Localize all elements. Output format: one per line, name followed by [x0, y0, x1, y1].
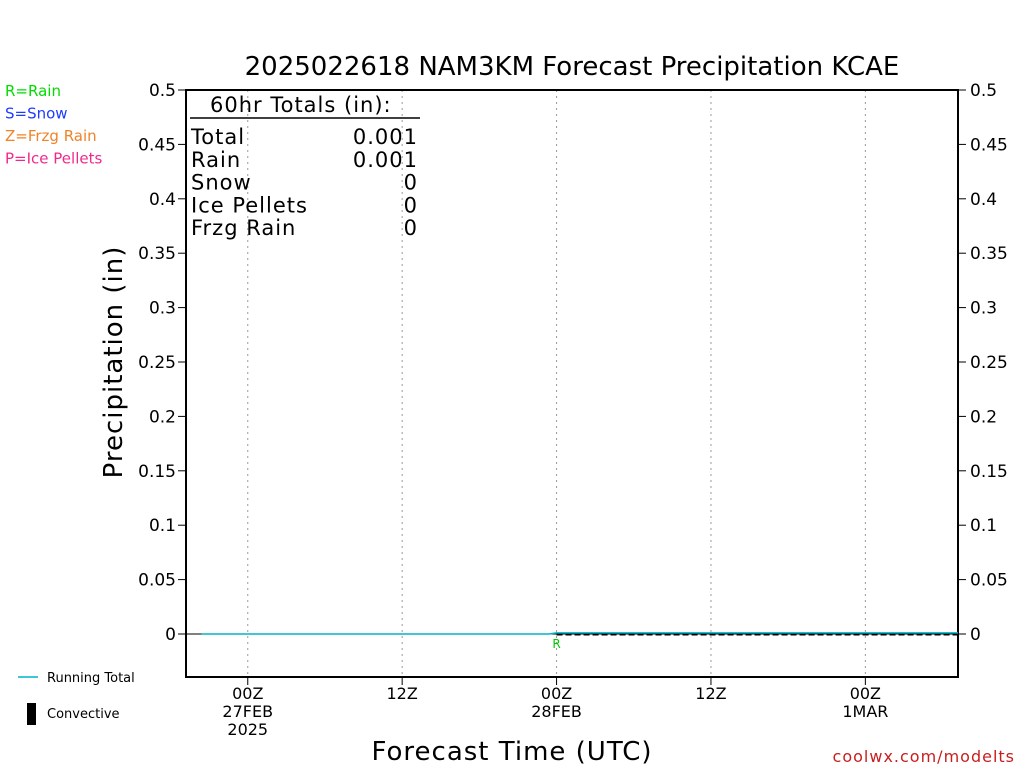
y-tick-label-left: 0.45: [138, 135, 176, 155]
y-tick-label-right: 0.45: [970, 135, 1008, 155]
totals-value: 0: [404, 193, 418, 217]
x-tick-label: 12Z: [386, 684, 417, 703]
x-tick-label: 28FEB: [531, 702, 582, 721]
y-axis-label: Precipitation (in): [99, 246, 129, 479]
totals-label: Ice Pellets: [191, 193, 308, 217]
y-tick-label-left: 0.05: [138, 571, 176, 591]
x-tick-label: 27FEB: [222, 702, 273, 721]
legend-label: Convective: [47, 707, 120, 722]
totals-label: Total: [190, 125, 245, 149]
y-tick-label-right: 0.2: [970, 407, 997, 427]
precip-type-legend-item: S=Snow: [5, 105, 68, 123]
y-tick-label-left: 0.1: [149, 516, 176, 536]
credit-text: coolwx.com/modelts: [833, 747, 1015, 766]
text-layer: 0 00.05 0.050.1 0.10.15 0.150.2 0.20.25 0.250.…: [5, 52, 1015, 767]
y-tick-label-right: 0.4: [970, 190, 997, 210]
y-tick-label-right: 0.35: [970, 244, 1008, 264]
totals-value: 0.001: [353, 148, 418, 172]
y-tick-label-right: 0.3: [970, 299, 997, 319]
legend-label: Running Total: [47, 671, 135, 686]
grid-lines: [247, 90, 866, 677]
totals-label: Snow: [191, 171, 252, 195]
axes: [178, 89, 966, 685]
y-tick-label-left: 0.3: [149, 299, 176, 319]
precip-type-legend-item: R=Rain: [5, 82, 61, 100]
y-tick-label-right: 0.5: [970, 81, 997, 101]
plot-frame: [185, 89, 959, 678]
series-layer: [201, 632, 958, 636]
legend-bar-swatch: [27, 703, 36, 725]
y-tick-label-left: 0.35: [138, 244, 176, 264]
x-tick-label: 00Z: [232, 684, 263, 703]
x-axis-label: Forecast Time (UTC): [371, 737, 652, 767]
totals-value: 0.001: [353, 125, 418, 149]
y-tick-label-right: 0: [970, 625, 981, 645]
x-tick-label: 12Z: [695, 684, 726, 703]
x-tick-label: 2025: [227, 720, 268, 739]
y-tick-label-right: 0.1: [970, 516, 997, 536]
y-tick-label-right: 0.05: [970, 571, 1008, 591]
y-tick-label-left: 0.25: [138, 353, 176, 373]
x-tick-label: 1MAR: [842, 702, 888, 721]
y-tick-label-left: 0.5: [149, 81, 176, 101]
totals-label: Frzg Rain: [191, 216, 296, 240]
precip-type-legend-item: Z=Frzg Rain: [5, 127, 97, 145]
x-tick-label: 00Z: [850, 684, 881, 703]
y-tick-label-left: 0.4: [149, 190, 176, 210]
precip-type-marker: R: [552, 637, 560, 651]
series-line-running-total: [201, 632, 958, 635]
y-tick-label-left: 0: [165, 625, 176, 645]
chart-title: 2025022618 NAM3KM Forecast Precipitation…: [245, 52, 900, 82]
totals-header: 60hr Totals (in):: [210, 93, 392, 117]
precip-type-legend-item: P=Ice Pellets: [5, 150, 102, 168]
y-tick-label-left: 0.15: [138, 462, 176, 482]
x-tick-label: 00Z: [541, 684, 572, 703]
y-tick-label-left: 0.2: [149, 407, 176, 427]
totals-label: Rain: [191, 148, 241, 172]
totals-value: 0: [404, 216, 418, 240]
y-tick-label-right: 0.25: [970, 353, 1008, 373]
y-tick-label-right: 0.15: [970, 462, 1008, 482]
totals-value: 0: [404, 171, 418, 195]
